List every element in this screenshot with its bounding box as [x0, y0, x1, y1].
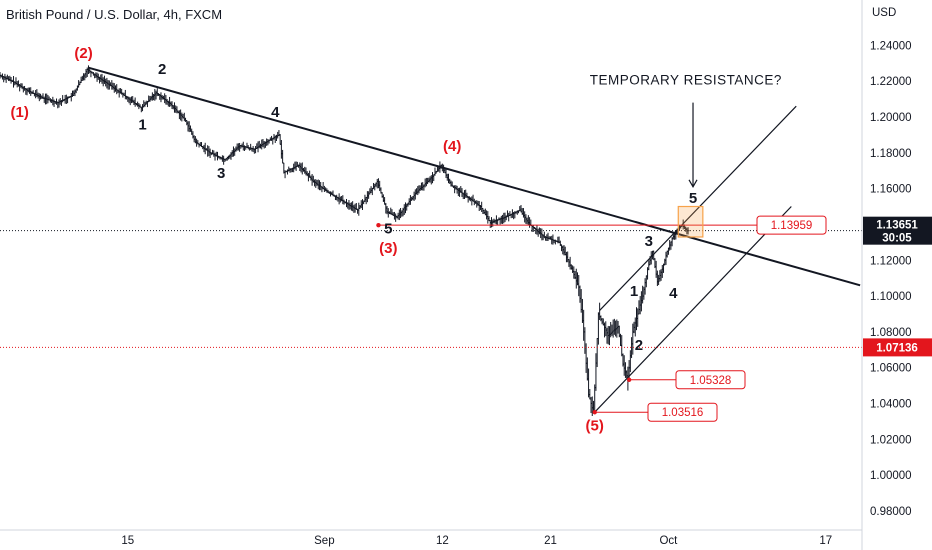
y-tick-label: 1.18000	[870, 148, 912, 160]
level-dot	[626, 377, 632, 382]
descending-trendline	[88, 66, 861, 287]
current-price-tag	[863, 216, 932, 245]
wave-label: 1	[630, 283, 638, 300]
current-price-countdown: 30:05	[882, 233, 912, 245]
level-label: 1.13959	[771, 220, 813, 232]
currency-label: USD	[872, 7, 896, 19]
chart-title: British Pound / U.S. Dollar, 4h, FXCM	[6, 7, 223, 22]
level-label-box	[675, 370, 746, 390]
x-tick-label: Sep	[314, 535, 334, 547]
x-tick-label: 12	[436, 535, 449, 547]
y-tick-label: 1.02000	[870, 434, 912, 446]
y-tick-label: 1.00000	[870, 470, 912, 482]
channel-lower-line	[594, 206, 792, 413]
wave-label: 4	[271, 104, 280, 121]
level-dot	[592, 410, 597, 415]
wave-label: 1	[138, 116, 146, 133]
y-tick-label: 1.24000	[870, 40, 912, 52]
wave-label: 2	[635, 337, 643, 354]
y-tick-label: 1.20000	[870, 112, 912, 124]
plot-area[interactable]: 1.13959 1.05328 1.03516 TEMPORARY RESISTANC…	[0, 45, 862, 435]
wave-label: (5)	[586, 417, 604, 434]
x-tick-label: 21	[544, 535, 557, 547]
wave-label: 3	[217, 165, 225, 182]
channel-upper-line	[599, 105, 797, 311]
x-tick-label: Oct	[659, 535, 678, 547]
x-tick-label: 15	[121, 535, 134, 547]
price-axis[interactable]: USD 1.24000 1.22000 1.20000 1.18000 1.16000 1.…	[861, 0, 932, 550]
x-tick-label: 17	[819, 535, 832, 547]
current-price-value: 1.13651	[876, 220, 918, 232]
wave-label: (1)	[10, 104, 28, 121]
marked-level-tag	[863, 338, 932, 357]
wave-label: 5	[384, 220, 392, 237]
wave-label: (3)	[379, 240, 397, 257]
y-tick-label: 1.04000	[870, 399, 912, 411]
annotation-arrow-head	[688, 179, 698, 189]
resistance-box	[677, 205, 704, 238]
level-label-box	[756, 215, 827, 235]
wave-label: 5	[689, 190, 697, 207]
wave-label: 4	[669, 285, 678, 302]
y-tick-label: 1.10000	[870, 291, 912, 303]
time-axis[interactable]: 15 Sep 12 21 Oct 17	[0, 529, 862, 547]
resistance-annotation: TEMPORARY RESISTANCE?	[590, 73, 782, 88]
level-dot	[376, 222, 381, 228]
wave-label: 2	[158, 61, 166, 78]
level-label: 1.03516	[662, 407, 704, 419]
marked-level-value: 1.07136	[876, 342, 918, 354]
level-label: 1.05328	[690, 375, 732, 387]
y-tick-label: 1.16000	[870, 184, 912, 196]
y-tick-label: 1.22000	[870, 76, 912, 88]
wave-label: (4)	[443, 138, 461, 155]
y-tick-label: 1.12000	[870, 255, 912, 267]
wave-label: 3	[645, 233, 653, 250]
y-tick-label: 1.08000	[870, 327, 912, 339]
y-tick-label: 1.06000	[870, 363, 912, 375]
level-label-box	[647, 402, 718, 422]
wave-label: (2)	[74, 45, 92, 62]
y-tick-label: 0.98000	[870, 506, 912, 518]
